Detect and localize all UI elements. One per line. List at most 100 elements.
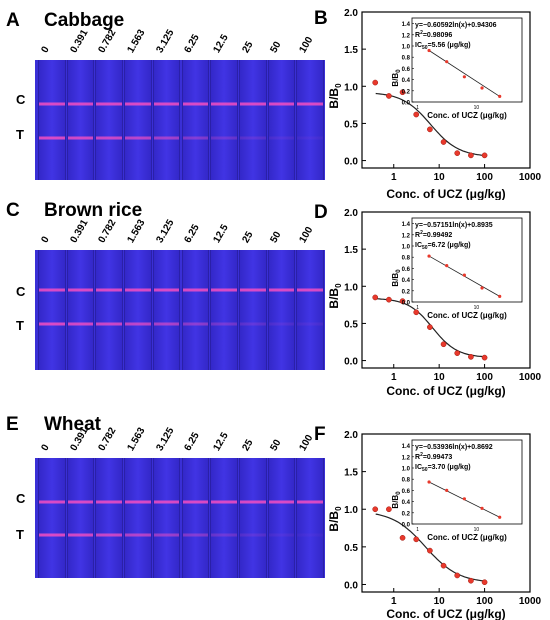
y-tick-label: 0.0 [344,580,358,591]
control-band [211,288,237,292]
inset-data-point [445,488,449,492]
data-point [413,536,420,543]
test-strip [181,250,210,370]
concentration-label: 50 [268,437,284,453]
y-tick-label: 1.5 [344,45,358,56]
r-squared-value: =0.99473 [423,454,452,461]
test-strip [238,458,267,578]
test-band [239,533,266,537]
test-strip-image [35,250,325,370]
test-band [39,136,65,140]
data-point [372,79,379,86]
test-band [96,533,123,537]
sample-title: Brown rice [44,200,143,221]
test-strip [66,250,95,370]
inset-y-tick-label: 0.6 [402,267,411,273]
inset-y-tick-label: 0.4 [402,278,411,284]
test-strip-image [35,60,325,180]
inset-x-tick-label: 10 [474,305,480,311]
concentration-label: 0 [39,44,52,55]
x-tick-label: 1000 [519,596,542,607]
inset-y-tick-label: 1.4 [402,444,411,450]
x-tick-label: 100 [476,172,493,183]
y-tick-label: 1.5 [344,245,358,256]
test-strip [267,250,296,370]
y-tick-label: 2.0 [344,208,358,219]
concentration-label: 3.125 [154,217,177,245]
test-strip [152,458,181,578]
ic50-value: =6.72 (μg/kg) [428,242,471,249]
x-tick-label: 10 [434,172,446,183]
inset-y-tick-label: 1.4 [402,22,411,28]
inset-y-axis-label-subscript: 0 [396,491,402,495]
x-tick-label: 1 [391,596,397,607]
data-point [386,296,392,303]
test-band [211,136,237,140]
test-band [125,322,151,326]
x-tick-label: 1 [391,172,397,183]
concentration-label: 0 [39,442,52,453]
inset-y-tick-label: 0.0 [402,301,411,307]
inset-y-tick-label: 0.6 [402,67,411,73]
plot-frame [361,433,531,593]
data-point [440,562,447,569]
test-line-label: T [16,127,24,142]
control-band [239,288,266,292]
inset-y-tick-label: 1.0 [402,245,411,251]
data-point [481,354,488,361]
y-axis-label: B/B0 [327,506,343,532]
panel-letter: A [6,10,20,31]
x-tick-label: 1000 [519,172,542,183]
data-point [386,506,392,513]
test-strip [210,458,238,578]
data-point [468,152,474,159]
inset-x-tick-label: 10 [474,527,480,533]
control-band [268,102,295,106]
inset-y-tick-label: 0.6 [402,489,411,495]
control-band [125,500,151,504]
panel-letter: D [314,202,328,223]
test-band [96,136,123,140]
test-strip [181,458,210,578]
control-band [211,500,237,504]
test-band [297,136,323,140]
inset-x-axis-label: Conc. of UCZ (μg/kg) [427,311,507,320]
inset-y-tick-label: 0.0 [402,523,411,529]
inset-y-axis-label: B/B0 [391,69,402,87]
test-band [268,322,295,326]
test-band [67,533,94,537]
test-band [67,136,94,140]
control-band [39,288,65,292]
inset-equation: y=−0.53936ln(x)+0.8692 [415,444,493,451]
x-axis-label: Conc. of UCZ (μg/kg) [386,607,505,620]
test-strip [238,60,267,180]
y-tick-label: 1.0 [344,505,358,516]
test-band [268,533,295,537]
plot-frame [361,11,531,169]
concentration-label: 50 [268,229,284,245]
r-squared-value: =0.98096 [423,32,452,39]
y-tick-label: 0.0 [344,157,358,168]
test-band [182,533,209,537]
test-strip [267,458,296,578]
control-band [211,102,237,106]
y-axis-label: B/B0 [327,283,343,309]
x-tick-label: 1000 [519,372,542,383]
test-strip [152,60,181,180]
row-wheat: E Wheat 0 0.391 0.782 1.563 3.125 6.25 12.5 25 5… [0,400,550,620]
concentration-label: 50 [268,39,284,55]
data-point [386,93,392,99]
control-band [96,500,123,504]
test-strip [95,458,124,578]
control-band [297,500,323,504]
r-squared-superscript: 2 [420,230,423,236]
inset-data-point [462,75,466,79]
row-cabbage: A Cabbage 0 0.391 0.782 1.563 3.125 6.25 12.5 2… [0,0,550,200]
control-band [239,102,266,106]
data-point [440,341,447,348]
control-band [239,500,266,504]
test-strip [181,60,210,180]
control-band [125,288,151,292]
inset-y-tick-label: 0.8 [402,478,411,484]
